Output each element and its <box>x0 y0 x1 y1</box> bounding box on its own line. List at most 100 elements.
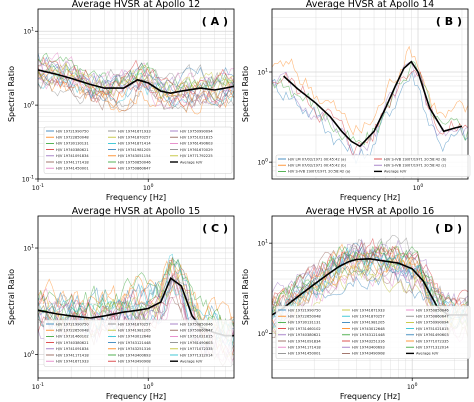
y-axis-label: Spectral Ratio <box>7 66 16 122</box>
x-tick-label: 100 <box>413 183 424 192</box>
y-axis-label: Spectral Ratio <box>241 66 250 122</box>
legend-entry: H/V 19741671933 <box>118 129 151 133</box>
panel-tag: ( A ) <box>202 15 228 28</box>
legend-entry: H/V 19741870257 <box>352 315 385 319</box>
y-axis-label: Spectral Ratio <box>241 269 250 325</box>
y-tick-label: 101 <box>257 239 268 248</box>
legend-entry: H/V 19741091834 <box>288 339 321 343</box>
legend-entry: H/V LM 07/02/1971 00:45:42 (b) <box>288 164 347 168</box>
chart-title: Average HVSR at Apollo 16 <box>306 206 434 217</box>
legend-entry: H/V 19741171418 <box>56 353 89 357</box>
legend-entry: H/V 19771792225 <box>180 154 213 158</box>
legend-entry: H/V 19721990750 <box>56 322 89 326</box>
y-tick-label: 101 <box>257 68 268 77</box>
legend-entry: H/V 19721990750 <box>56 129 89 133</box>
legend-entry: H/V 19743251316 <box>352 339 385 343</box>
legend-entry: H/V 19730130131 <box>56 142 89 146</box>
plot-frame <box>37 215 235 379</box>
y-axis-label: Spectral Ratio <box>7 269 16 325</box>
panel-apollo-16: 100 100 101 Average HVSR at Apollo 16 Freque… <box>241 206 471 401</box>
legend: H/V 19721990750 H/V 19722850048 H/V 197301… <box>43 126 233 174</box>
legend-entry: H/V 19761490603 <box>416 333 449 337</box>
legend-entry: H/V 19731460102 <box>288 327 321 331</box>
legend-entry: H/V 19741450001 <box>288 352 321 356</box>
x-tick-label: 100 <box>143 183 154 192</box>
legend-entry: H/V 19741671933 <box>352 308 385 312</box>
legend-entry: H/V 19761490603 <box>180 341 213 345</box>
trace-line <box>272 45 468 136</box>
legend-entry: Average H/V <box>416 352 439 356</box>
plot-area <box>272 9 468 179</box>
legend-entry: H/V 19750860647 <box>118 167 151 171</box>
legend-entry: H/V 19741870257 <box>118 322 151 326</box>
trace-line <box>38 63 234 90</box>
plot-frame <box>37 8 235 180</box>
legend-entry: H/V 19750990094 <box>180 129 213 133</box>
legend-entry: H/V 19741871414 <box>118 142 151 146</box>
panel-apollo-15: 10-1 100 100 101 Average HVSR at Apollo 15 Fr… <box>7 206 235 401</box>
legend-entry: H/V 19741450001 <box>56 167 89 171</box>
legend-entry: Average H/V <box>180 160 203 164</box>
trace-line <box>272 62 468 160</box>
trace-line <box>38 58 234 96</box>
chart-title: Average HVSR at Apollo 14 <box>306 0 434 10</box>
legend-entry: H/V 19740380621 <box>288 333 321 337</box>
legend-entry: H/V 19750850046 <box>416 308 449 312</box>
legend-entry: H/V 19743400693 <box>118 353 151 357</box>
x-tick-label: 10-1 <box>32 382 44 391</box>
average-line <box>38 69 234 95</box>
legend-entry: H/V 19750850046 <box>180 322 213 326</box>
y-tick-label: 100 <box>23 350 34 359</box>
legend-entry: H/V 19741171418 <box>288 346 321 350</box>
panel-apollo-14: 100 100 101 Average HVSR at Apollo 14 Freque… <box>241 0 471 202</box>
legend-entry: H/V LM 07/02/1971 00:45:42 (a) <box>288 157 347 161</box>
legend-entry: H/V 19771072335 <box>180 347 213 351</box>
legend-entry: H/V 19771312014 <box>180 353 213 357</box>
legend-entry: H/V S-IVB 19/07/1971 20:58:42 (a) <box>288 170 351 174</box>
legend-box <box>275 305 471 359</box>
trace-line <box>272 259 468 335</box>
plot-frame <box>271 8 469 180</box>
trace-line <box>38 52 234 92</box>
legend: H/V 19721990750 H/V 19722650048 H/V 197301… <box>275 305 471 359</box>
x-tick-label: 100 <box>143 382 154 391</box>
chart-title: Average HVSR at Apollo 15 <box>72 206 200 217</box>
legend-entry: H/V 19743051154 <box>118 154 151 158</box>
legend-entry: H/V 19761490603 <box>180 142 213 146</box>
legend-entry: H/V 19750860647 <box>416 315 449 319</box>
trace-line <box>272 245 468 319</box>
legend-entry: H/V S-IVB 19/07/1971 20:58:42 (c) <box>384 164 447 168</box>
legend-entry: H/V 19751021815 <box>416 327 449 331</box>
legend-entry: H/V 19741981205 <box>352 321 385 325</box>
legend-entry: Average H/V <box>180 360 203 364</box>
legend-entry: H/V 19740380621 <box>56 341 89 345</box>
legend-entry: H/V 19731460102 <box>56 335 89 339</box>
legend-entry: H/V 19750850046 <box>118 160 151 164</box>
legend-entry: H/V 19743400693 <box>352 346 385 350</box>
legend-entry: H/V 19743490908 <box>118 360 151 364</box>
x-axis-label: Frequency [Hz] <box>106 392 166 401</box>
y-tick-label: 101 <box>23 27 34 36</box>
legend-entry: H/V 19722650048 <box>56 329 89 333</box>
trace-line <box>38 72 234 107</box>
legend-box <box>43 319 233 367</box>
y-tick-label: 100 <box>257 158 268 167</box>
legend-entry: H/V 19743490908 <box>352 352 385 356</box>
y-tick-label: 10-1 <box>22 175 34 184</box>
trace-line <box>38 56 234 99</box>
chart-title: Average HVSR at Apollo 12 <box>72 0 200 10</box>
legend-entry: H/V 19741671933 <box>56 360 89 364</box>
trace-line <box>38 253 234 338</box>
legend: H/V LM 07/02/1971 00:45:42 (a) H/V LM 07/… <box>275 154 471 177</box>
legend-entry: H/V 19750990094 <box>416 321 449 325</box>
y-tick-label: 100 <box>23 101 34 110</box>
legend-entry: H/V 19722650048 <box>288 315 321 319</box>
x-axis-label: Frequency [Hz] <box>340 193 400 202</box>
x-axis-label: Frequency [Hz] <box>340 392 400 401</box>
legend-entry: H/V 19771072335 <box>416 339 449 343</box>
trace-line <box>272 246 468 326</box>
legend-entry: Average H/V <box>384 170 407 174</box>
legend-entry: H/V 19750860647 <box>180 329 213 333</box>
panel-tag: ( B ) <box>436 15 462 28</box>
